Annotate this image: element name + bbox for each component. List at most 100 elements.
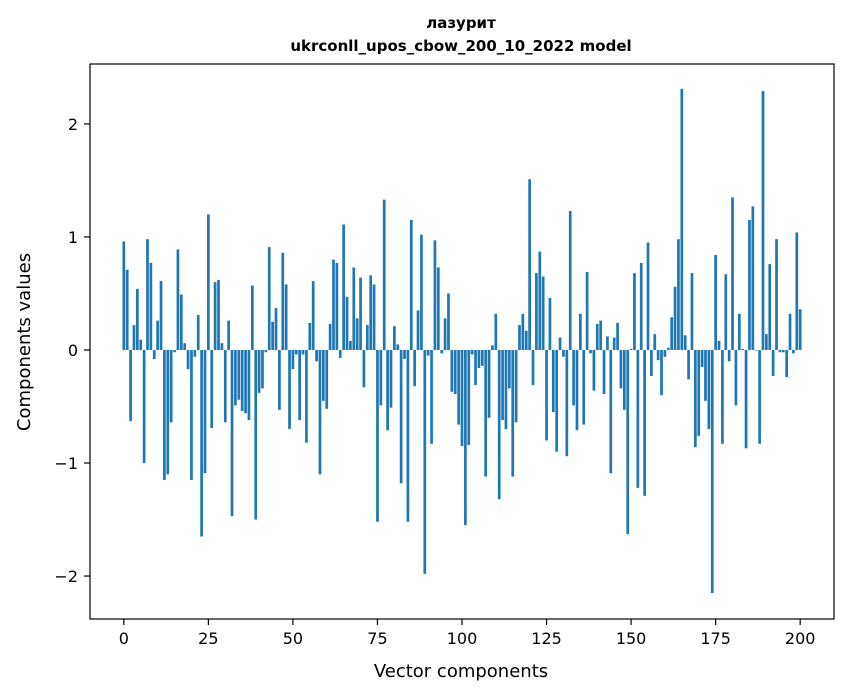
bar-157: [653, 334, 657, 350]
x-tick-label-175: 175: [700, 629, 731, 648]
bar-170: [697, 349, 701, 436]
bar-108: [487, 349, 491, 418]
bar-87: [416, 310, 420, 350]
bar-69: [355, 318, 359, 350]
bar-193: [775, 239, 778, 350]
bar-60: [325, 349, 329, 409]
bar-62: [332, 259, 335, 350]
bar-163: [673, 286, 677, 350]
bar-2: [129, 349, 132, 422]
bar-75: [376, 349, 379, 522]
bar-56: [311, 281, 315, 350]
bar-144: [609, 349, 613, 474]
bar-141: [599, 320, 603, 350]
bar-148: [622, 349, 626, 410]
bar-51: [294, 349, 298, 355]
bar-22: [196, 314, 200, 350]
bar-160: [663, 349, 667, 357]
bar-67: [349, 340, 352, 350]
bar-168: [690, 273, 694, 350]
bar-28: [217, 279, 220, 350]
y-tick-label-3: 1: [68, 228, 78, 247]
bar-31: [227, 320, 231, 350]
bar-182: [737, 313, 741, 350]
x-tick-label-100: 100: [447, 629, 478, 648]
bar-24: [203, 349, 207, 474]
bar-131: [565, 349, 569, 457]
bar-76: [379, 349, 383, 406]
bar-172: [704, 349, 707, 401]
bar-139: [592, 349, 596, 391]
bar-104: [474, 349, 477, 386]
bar-124: [541, 276, 545, 350]
bar-29: [220, 343, 224, 350]
x-axis: 0 25 50 75 100 125 150 175 200: [119, 619, 815, 648]
bar-187: [754, 349, 758, 351]
bar-36: [244, 349, 247, 414]
bar-11: [159, 281, 163, 350]
bar-20: [190, 349, 193, 480]
bar-32: [230, 349, 234, 517]
bar-72: [365, 325, 369, 350]
bar-58: [318, 349, 322, 475]
bar-27: [213, 282, 217, 350]
bar-16: [176, 249, 180, 350]
bar-19: [186, 349, 190, 370]
bar-113: [504, 349, 508, 430]
bar-132: [568, 210, 572, 350]
bar-15: [173, 349, 176, 353]
bar-127: [551, 349, 555, 413]
bar-93: [436, 267, 440, 350]
bar-136: [582, 349, 586, 425]
bar-119: [524, 330, 528, 350]
bar-45: [274, 308, 278, 350]
bar-96: [447, 293, 450, 350]
bar-166: [683, 335, 687, 350]
bar-140: [595, 323, 599, 350]
x-tick-label-125: 125: [531, 629, 562, 648]
bar-125: [545, 349, 548, 441]
bar-176: [717, 340, 721, 350]
bar-149: [626, 349, 630, 535]
y-axis-label: Components values: [14, 253, 35, 431]
bar-43: [267, 247, 271, 350]
bar-91: [430, 349, 433, 444]
bar-25: [207, 214, 210, 350]
y-axis: −2 −1 0 1 2: [54, 115, 90, 586]
bar-118: [521, 313, 525, 350]
bar-135: [579, 313, 582, 350]
bar-26: [210, 349, 214, 428]
bar-174: [710, 349, 714, 593]
bar-117: [518, 325, 521, 350]
bar-74: [372, 284, 376, 350]
y-tick-label-4: 2: [68, 115, 78, 134]
bar-190: [765, 334, 768, 350]
bar-37: [247, 349, 251, 421]
bar-95: [443, 318, 447, 350]
bar-3: [132, 325, 136, 350]
chart-subtitle: ukrconll_upos_cbow_200_10_2022 model: [290, 37, 631, 55]
x-tick-label-150: 150: [616, 629, 647, 648]
x-tick-label-75: 75: [367, 629, 387, 648]
bar-192: [771, 349, 775, 376]
bars-group: [122, 88, 802, 593]
bar-94: [440, 349, 444, 354]
bar-180: [731, 197, 734, 350]
bar-42: [264, 349, 268, 353]
bar-98: [453, 349, 457, 395]
bar-101: [464, 349, 467, 526]
bar-6: [142, 349, 146, 464]
bar-5: [139, 339, 143, 350]
bar-83: [403, 349, 406, 360]
bar-79: [389, 349, 393, 408]
bar-129: [558, 337, 562, 350]
bar-121: [531, 349, 535, 386]
bar-146: [616, 322, 619, 350]
bar-33: [234, 349, 237, 406]
bar-102: [467, 349, 471, 445]
bar-196: [785, 349, 789, 378]
bar-103: [470, 349, 474, 355]
bar-183: [741, 348, 745, 350]
bar-18: [183, 343, 187, 350]
bar-8: [149, 262, 153, 350]
